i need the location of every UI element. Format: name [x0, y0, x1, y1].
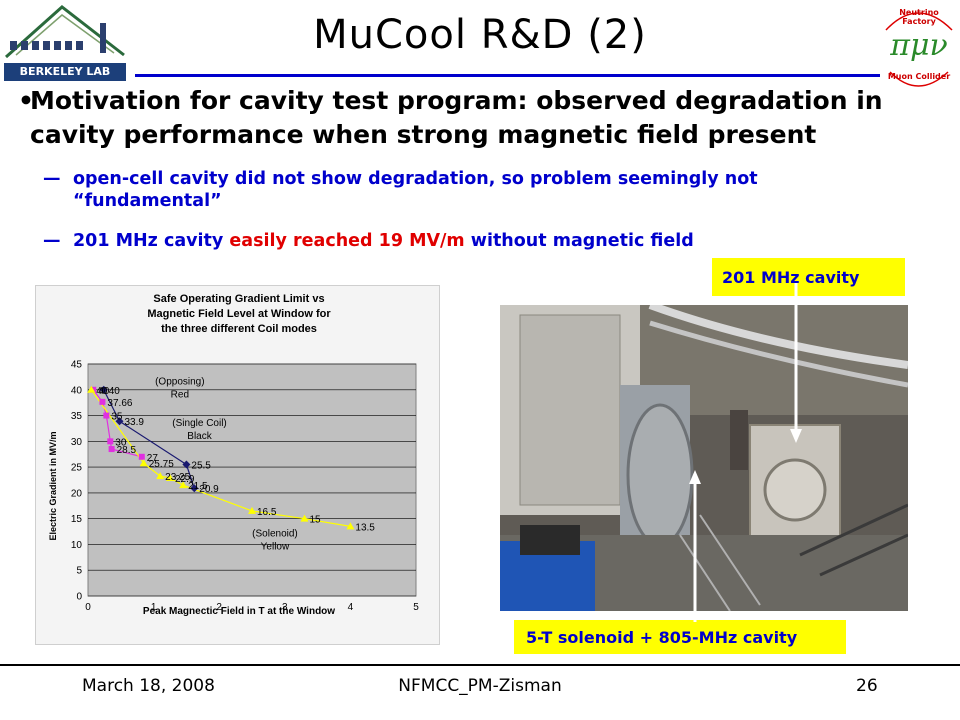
chart-point	[179, 481, 188, 489]
chart-y-tick: 30	[71, 437, 83, 448]
chart-title: Safe Operating Gradient Limit vs Magnetic…	[147, 293, 331, 335]
sub-bullet-2-part1: 201 MHz cavity	[73, 231, 230, 251]
chart-point	[87, 385, 96, 393]
chart-y-tick: 25	[71, 463, 83, 474]
chart-data-label: 22.9	[175, 474, 195, 485]
chart-data-label: 40	[109, 386, 121, 397]
chart-x-tick: 1	[151, 602, 157, 613]
chart-annotation: (Single Coil)	[172, 418, 226, 429]
sub-bullet-1-text: open-cell cavity did not show degradatio…	[73, 169, 758, 211]
callout-solenoid: 5-T solenoid + 805-MHz cavity	[514, 620, 846, 654]
footer-center: NFMCC_PM-Zisman	[398, 676, 562, 696]
chart-data-label: 23.25	[165, 472, 190, 483]
chart-point	[107, 438, 114, 445]
berkeley-lab-logo: BERKELEY LAB	[2, 5, 128, 83]
chart-title-line: the three different Coil modes	[161, 323, 317, 335]
title-underline	[135, 74, 880, 77]
chart-point	[166, 473, 174, 481]
chart-point	[190, 484, 199, 493]
footer-rule	[0, 664, 960, 666]
chart-x-tick: 3	[282, 602, 288, 613]
callout-arrow-bottom	[689, 470, 701, 622]
chart-point	[108, 446, 115, 453]
chart-data-label: 20.9	[199, 484, 219, 495]
sub-bullet-1: — open-cell cavity did not show degradat…	[43, 168, 923, 214]
nfmcc-logo-top-text: Neutrino Factory	[899, 8, 939, 26]
main-bullet-text: Motivation for cavity test program: obse…	[30, 86, 883, 149]
nfmcc-logo-bottom-text: Muon Collider	[887, 72, 951, 81]
chart-series-line-1	[103, 389, 195, 489]
chart-y-tick: 40	[71, 385, 83, 396]
chart-title-line: Magnetic Field Level at Window for	[147, 308, 331, 320]
slide-title: MuCool R&D (2)	[313, 12, 647, 58]
chart-y-tick: 45	[71, 360, 83, 371]
lab-photo	[500, 305, 908, 611]
callout-201mhz-cavity: 201 MHz cavity	[712, 258, 905, 296]
chart-data-label: 37.66	[107, 398, 132, 409]
chart-annotation: Yellow	[261, 542, 290, 553]
gradient-chart: Safe Operating Gradient Limit vs Magnetic…	[35, 285, 440, 645]
chart-point	[99, 398, 106, 405]
callout-solenoid-text: 5-T solenoid + 805-MHz cavity	[526, 627, 798, 647]
chart-data-label: 33.9	[124, 417, 144, 428]
sub-bullet-marker: —	[43, 231, 61, 251]
chart-point	[115, 417, 124, 426]
chart-data-label: 35	[111, 412, 123, 423]
chart-annotation: Red	[171, 390, 189, 401]
chart-y-tick: 35	[71, 411, 83, 422]
chart-data-label: 25.75	[149, 459, 174, 470]
chart-annotation: (Opposing)	[155, 377, 204, 388]
chart-y-axis-label: Electric Gradient in MV/m	[48, 431, 58, 540]
chart-data-label: 15	[309, 515, 321, 526]
chart-point	[156, 472, 165, 480]
chart-y-tick: 15	[71, 514, 83, 525]
chart-data-label: 28.5	[117, 445, 137, 456]
chart-point	[346, 522, 355, 530]
nfmcc-logo: Neutrino Factory πμν Muon Collider	[878, 0, 958, 96]
sub-bullet-marker: —	[43, 169, 61, 189]
chart-point	[248, 506, 256, 514]
chart-data-label: 30	[115, 437, 127, 448]
chart-annotation: Black	[187, 431, 212, 442]
chart-point	[138, 453, 145, 460]
footer-date: March 18, 2008	[82, 676, 215, 696]
sub-bullet-2-part3: without magnetic field	[464, 231, 694, 251]
chart-x-tick: 0	[85, 602, 91, 613]
chart-x-tick: 2	[216, 602, 222, 613]
chart-x-tick: 4	[348, 602, 354, 613]
chart-annotation: (Solenoid)	[252, 529, 298, 540]
chart-y-tick: 0	[76, 592, 82, 603]
chart-data-label: 21.5	[188, 481, 208, 492]
nfmcc-logo-symbols: πμν	[890, 28, 948, 63]
gradient-chart-svg: Safe Operating Gradient Limit vs Magnetic…	[48, 293, 419, 617]
chart-point	[300, 514, 309, 522]
chart-data-label: 25.5	[191, 461, 211, 472]
chart-y-tick: 5	[76, 566, 82, 577]
callout-201mhz-cavity-text: 201 MHz cavity	[722, 267, 860, 287]
chart-point	[103, 412, 110, 419]
chart-y-tick: 20	[71, 488, 83, 499]
chart-x-axis-label: Peak Magnectic Field in T at the Window	[143, 606, 335, 617]
sub-bullet-2-emphasis: easily reached 19 MV/m	[229, 231, 465, 251]
chart-y-tick: 10	[71, 540, 83, 551]
chart-point	[139, 459, 148, 467]
berkeley-lab-logo-text: BERKELEY LAB	[19, 65, 111, 78]
sub-bullet-2: — 201 MHz cavity easily reached 19 MV/m …	[43, 230, 923, 254]
chart-data-label: 13.5	[355, 522, 375, 533]
chart-title-line: Safe Operating Gradient Limit vs	[153, 293, 324, 305]
bullet-marker: •	[18, 86, 34, 115]
chart-data-label: 40	[98, 386, 110, 397]
chart-point	[182, 460, 191, 469]
callout-arrow-top	[790, 283, 802, 443]
page-number: 26	[856, 676, 878, 696]
chart-data-label: 16.5	[257, 507, 277, 518]
chart-data-label: 27	[147, 453, 159, 464]
sub-bullet-2-text: 201 MHz cavity easily reached 19 MV/m wi…	[73, 230, 694, 252]
chart-point	[99, 385, 108, 394]
chart-data-label: 40	[96, 386, 108, 397]
chart-plot-area	[87, 363, 417, 597]
chart-x-tick: 5	[413, 602, 419, 613]
